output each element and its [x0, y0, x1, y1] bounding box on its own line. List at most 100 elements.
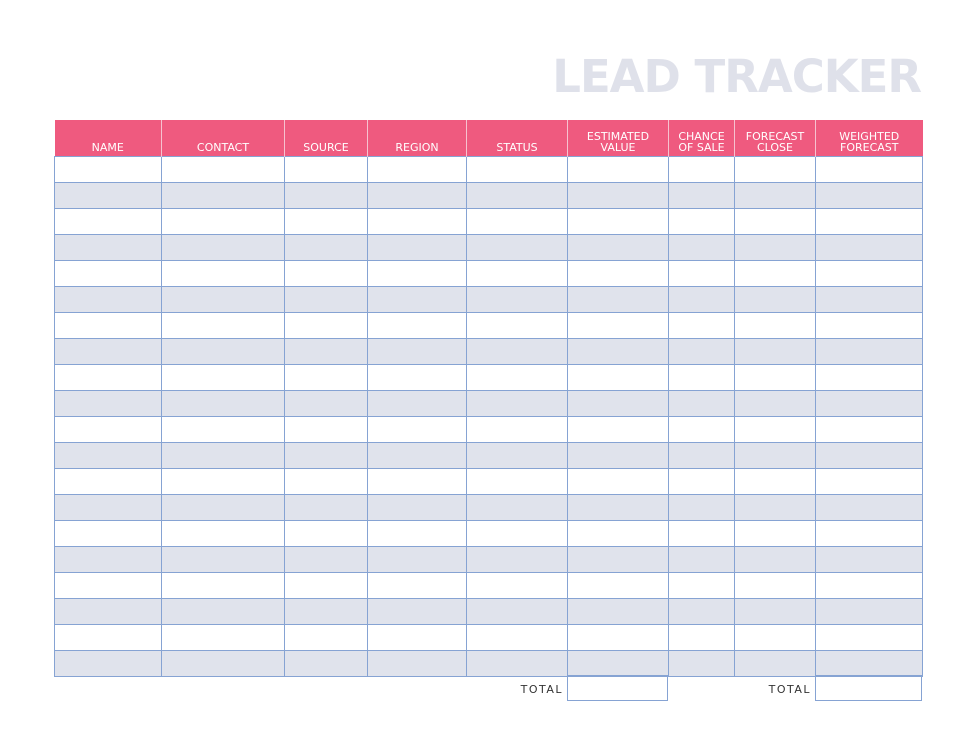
- column-header: CONTACT: [161, 120, 285, 156]
- cell: [54, 441, 162, 469]
- cell: [54, 519, 162, 547]
- cell: [815, 389, 923, 417]
- cell: [161, 545, 285, 573]
- cell: [54, 233, 162, 261]
- cell: [367, 493, 467, 521]
- table-row: [54, 285, 923, 313]
- cell: [367, 597, 467, 625]
- cell: [54, 363, 162, 391]
- cell: [367, 337, 467, 365]
- cell: [367, 545, 467, 573]
- column-header: WEIGHTED FORECAST: [815, 120, 923, 156]
- cell: [734, 545, 816, 573]
- cell: [734, 259, 816, 287]
- cell: [367, 467, 467, 495]
- cell: [367, 207, 467, 235]
- cell: [161, 259, 285, 287]
- cell: [466, 155, 568, 183]
- cell: [567, 493, 669, 521]
- table-row: [54, 311, 923, 339]
- table-row: [54, 545, 923, 573]
- cell: [367, 519, 467, 547]
- cell: [284, 623, 368, 651]
- cell: [466, 441, 568, 469]
- cell: [668, 519, 735, 547]
- cell: [284, 233, 368, 261]
- cell: [161, 181, 285, 209]
- cell: [815, 441, 923, 469]
- cell: [284, 389, 368, 417]
- cell: [466, 389, 568, 417]
- cell: [466, 415, 568, 443]
- column-header: REGION: [367, 120, 467, 156]
- cell: [734, 181, 816, 209]
- cell: [734, 415, 816, 443]
- cell: [734, 389, 816, 417]
- cell: [54, 493, 162, 521]
- cell: [567, 363, 669, 391]
- cell: [815, 519, 923, 547]
- table-row: [54, 493, 923, 521]
- cell: [284, 311, 368, 339]
- cell: [567, 597, 669, 625]
- table-row: [54, 259, 923, 287]
- cell: [734, 623, 816, 651]
- table-row: [54, 649, 923, 677]
- cell: [161, 571, 285, 599]
- table-row: [54, 207, 923, 235]
- cell: [668, 649, 735, 677]
- cell: [284, 285, 368, 313]
- cell: [815, 467, 923, 495]
- cell: [54, 571, 162, 599]
- cell: [734, 441, 816, 469]
- cell: [161, 415, 285, 443]
- table-body: [54, 155, 923, 677]
- cell: [54, 285, 162, 313]
- cell: [161, 207, 285, 235]
- cell: [815, 155, 923, 183]
- cell: [668, 337, 735, 365]
- table-row: [54, 571, 923, 599]
- total-box: [815, 675, 922, 701]
- cell: [161, 623, 285, 651]
- cell: [161, 155, 285, 183]
- cell: [734, 597, 816, 625]
- cell: [734, 467, 816, 495]
- cell: [734, 493, 816, 521]
- cell: [668, 389, 735, 417]
- cell: [161, 519, 285, 547]
- cell: [466, 259, 568, 287]
- cell: [815, 207, 923, 235]
- table-row: [54, 155, 923, 183]
- cell: [54, 337, 162, 365]
- cell: [466, 181, 568, 209]
- cell: [668, 207, 735, 235]
- cell: [161, 285, 285, 313]
- cell: [567, 337, 669, 365]
- cell: [466, 467, 568, 495]
- cell: [567, 441, 669, 469]
- cell: [54, 155, 162, 183]
- cell: [466, 285, 568, 313]
- cell: [815, 571, 923, 599]
- cell: [367, 259, 467, 287]
- cell: [367, 389, 467, 417]
- cell: [466, 519, 568, 547]
- cell: [466, 623, 568, 651]
- cell: [367, 441, 467, 469]
- cell: [734, 285, 816, 313]
- table-row: [54, 233, 923, 261]
- table-row: [54, 467, 923, 495]
- cell: [734, 155, 816, 183]
- cell: [161, 493, 285, 521]
- cell: [466, 207, 568, 235]
- cell: [567, 623, 669, 651]
- cell: [668, 155, 735, 183]
- cell: [567, 207, 669, 235]
- cell: [54, 623, 162, 651]
- cell: [284, 649, 368, 677]
- cell: [284, 259, 368, 287]
- total-box: [567, 675, 668, 701]
- cell: [284, 207, 368, 235]
- cell: [734, 571, 816, 599]
